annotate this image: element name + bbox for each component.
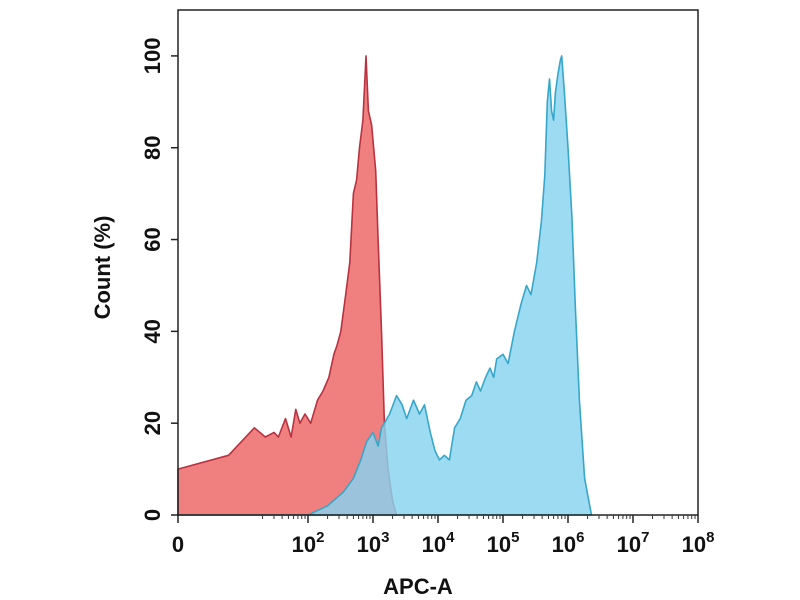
- plot-area: [177, 55, 593, 516]
- x-tick-label: 0: [172, 532, 184, 557]
- x-tick-label: 104: [422, 529, 455, 557]
- y-tick-label: 80: [140, 135, 165, 159]
- x-tick-label: 107: [617, 529, 650, 557]
- y-tick-label: 60: [140, 227, 165, 251]
- x-tick-label: 103: [357, 529, 390, 557]
- histogram-series-2: [177, 55, 593, 516]
- histogram-series-1: [177, 55, 398, 516]
- x-axis-title: APC-A: [383, 574, 453, 599]
- x-tick-label: 108: [682, 529, 715, 557]
- y-tick-label: 20: [140, 411, 165, 435]
- y-tick-label: 100: [140, 38, 165, 75]
- y-tick-label: 40: [140, 319, 165, 343]
- x-tick-label: 102: [292, 529, 325, 557]
- x-tick-label: 105: [487, 529, 520, 557]
- axes: 0 20 40 60 80 100 0 102 103 104 105 106 107 108: [140, 38, 715, 557]
- x-tick-label: 106: [552, 529, 585, 557]
- y-tick-label: 0: [140, 509, 165, 521]
- y-axis-title: Count (%): [90, 216, 115, 320]
